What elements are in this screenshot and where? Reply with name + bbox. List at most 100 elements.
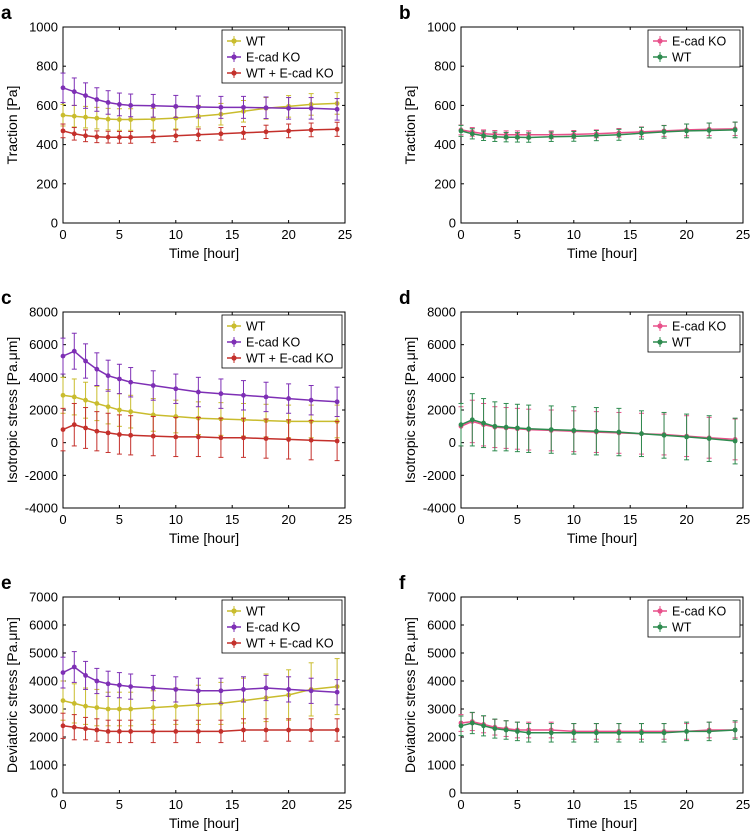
data-point bbox=[105, 404, 111, 410]
data-point bbox=[241, 435, 246, 441]
data-point bbox=[83, 703, 88, 709]
y-axis-label: Traction [Pa] bbox=[4, 86, 20, 165]
y-tick-label: 8000 bbox=[427, 305, 456, 320]
x-axis-label: Time [hour] bbox=[567, 245, 637, 261]
y-tick-label: 7000 bbox=[427, 590, 456, 605]
data-point bbox=[334, 438, 340, 444]
data-point bbox=[105, 373, 111, 379]
legend-label: WT bbox=[246, 320, 266, 334]
series-line bbox=[62, 725, 338, 733]
x-tick-label: 10 bbox=[169, 512, 183, 527]
data-point bbox=[571, 133, 577, 139]
data-point bbox=[458, 128, 464, 134]
data-point bbox=[117, 407, 122, 413]
legend-label: E-cad KO bbox=[672, 35, 726, 49]
data-point bbox=[60, 353, 66, 359]
legend-label: E-cad KO bbox=[672, 320, 726, 334]
y-tick-label: 600 bbox=[434, 98, 456, 113]
x-tick-label: 0 bbox=[59, 797, 66, 812]
y-tick-label: 0 bbox=[51, 216, 58, 231]
x-tick-label: 20 bbox=[679, 512, 693, 527]
y-axis-label: Deviatoric stress [Pa.μm] bbox=[402, 617, 418, 773]
data-point bbox=[117, 432, 122, 437]
data-point bbox=[105, 100, 111, 105]
data-point bbox=[60, 723, 66, 729]
data-point bbox=[286, 437, 291, 442]
data-point bbox=[105, 430, 111, 436]
y-tick-label: 200 bbox=[434, 176, 456, 191]
data-point bbox=[117, 729, 122, 734]
legend-swatch-marker bbox=[657, 624, 663, 630]
data-point bbox=[706, 436, 712, 441]
x-tick-label: 0 bbox=[59, 512, 66, 527]
series-line bbox=[62, 685, 338, 710]
data-point bbox=[334, 727, 340, 733]
data-point bbox=[195, 389, 201, 395]
data-point bbox=[241, 104, 246, 110]
series-line bbox=[62, 666, 338, 693]
data-point bbox=[286, 105, 291, 111]
x-tick-label: 0 bbox=[457, 227, 464, 242]
data-point bbox=[94, 97, 100, 102]
series-line bbox=[62, 394, 338, 423]
x-axis-label: Time [hour] bbox=[567, 530, 637, 546]
data-point bbox=[60, 128, 66, 134]
data-point bbox=[128, 117, 134, 122]
x-tick-label: 15 bbox=[225, 227, 239, 242]
x-tick-label: 10 bbox=[567, 797, 581, 812]
panel-letter: c bbox=[1, 288, 12, 309]
x-tick-label: 25 bbox=[736, 512, 750, 527]
data-point bbox=[195, 434, 201, 440]
data-point bbox=[83, 358, 88, 364]
legend-swatch-marker bbox=[231, 70, 237, 76]
data-point bbox=[83, 93, 88, 98]
panel-a: a 0 5 10 15 20 25 0 200 400 600 800 1000 Time [hour] T… bbox=[1, 3, 352, 261]
data-point bbox=[548, 427, 554, 432]
y-tick-label: 5000 bbox=[29, 646, 58, 661]
data-point bbox=[117, 102, 122, 107]
data-point bbox=[639, 431, 644, 437]
data-point bbox=[150, 729, 156, 734]
x-tick-label: 25 bbox=[736, 227, 750, 242]
x-tick-label: 10 bbox=[567, 512, 581, 527]
series-line bbox=[62, 87, 338, 111]
y-tick-label: 200 bbox=[36, 176, 58, 191]
y-tick-label: -4000 bbox=[423, 501, 456, 516]
legend-box bbox=[221, 599, 343, 654]
data-point bbox=[71, 724, 77, 730]
data-point bbox=[71, 348, 77, 354]
data-point bbox=[94, 115, 100, 121]
data-point bbox=[60, 698, 66, 703]
panel-d: d 0 5 10 15 20 25 -4000 -2000 0 2000 4000 6000 8000 Ti… bbox=[399, 288, 750, 546]
data-point bbox=[218, 104, 224, 110]
legend-swatch-marker bbox=[231, 323, 237, 329]
x-tick-label: 5 bbox=[514, 227, 521, 242]
data-point bbox=[173, 103, 179, 109]
legend-swatch-marker bbox=[231, 624, 237, 630]
series-e-cad-ko bbox=[60, 332, 340, 418]
legend: E-cad KO WT bbox=[647, 599, 741, 638]
x-tick-label: 25 bbox=[338, 797, 352, 812]
data-point bbox=[117, 117, 122, 122]
legend-swatch-marker bbox=[657, 38, 663, 44]
y-tick-label: -2000 bbox=[423, 468, 456, 483]
data-point bbox=[150, 103, 156, 109]
legend-label: E-cad KO bbox=[246, 621, 300, 635]
data-point bbox=[105, 134, 111, 140]
data-point bbox=[60, 670, 66, 675]
panel-b: b 0 5 10 15 20 25 0 200 400 600 800 1000 Time [hour] T… bbox=[399, 3, 750, 261]
data-point bbox=[218, 435, 224, 441]
series-wt-e-cad-ko bbox=[60, 121, 340, 144]
y-tick-label: 4000 bbox=[29, 370, 58, 385]
data-point bbox=[469, 131, 475, 137]
data-point bbox=[128, 103, 134, 108]
data-point bbox=[83, 133, 88, 139]
x-tick-label: 25 bbox=[736, 797, 750, 812]
data-point bbox=[263, 727, 269, 733]
x-axis-label: Time [hour] bbox=[169, 245, 239, 261]
x-tick-label: 15 bbox=[225, 797, 239, 812]
data-point bbox=[173, 729, 179, 734]
y-tick-label: 6000 bbox=[29, 337, 58, 352]
y-tick-label: 1000 bbox=[29, 758, 58, 773]
x-tick-label: 25 bbox=[338, 227, 352, 242]
